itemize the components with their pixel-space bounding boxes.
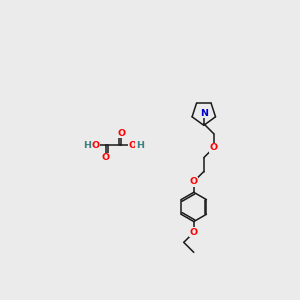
Text: O: O [190, 177, 198, 186]
Text: O: O [102, 153, 110, 162]
Text: O: O [190, 177, 198, 186]
Text: O: O [128, 141, 136, 150]
Text: O: O [210, 143, 218, 152]
Text: N: N [200, 109, 208, 118]
Text: H: H [136, 141, 144, 150]
Text: O: O [91, 141, 99, 150]
Text: O: O [190, 228, 198, 237]
Text: O: O [190, 228, 198, 237]
Text: O: O [210, 143, 218, 152]
Text: O: O [117, 128, 125, 137]
Text: H: H [83, 141, 92, 150]
